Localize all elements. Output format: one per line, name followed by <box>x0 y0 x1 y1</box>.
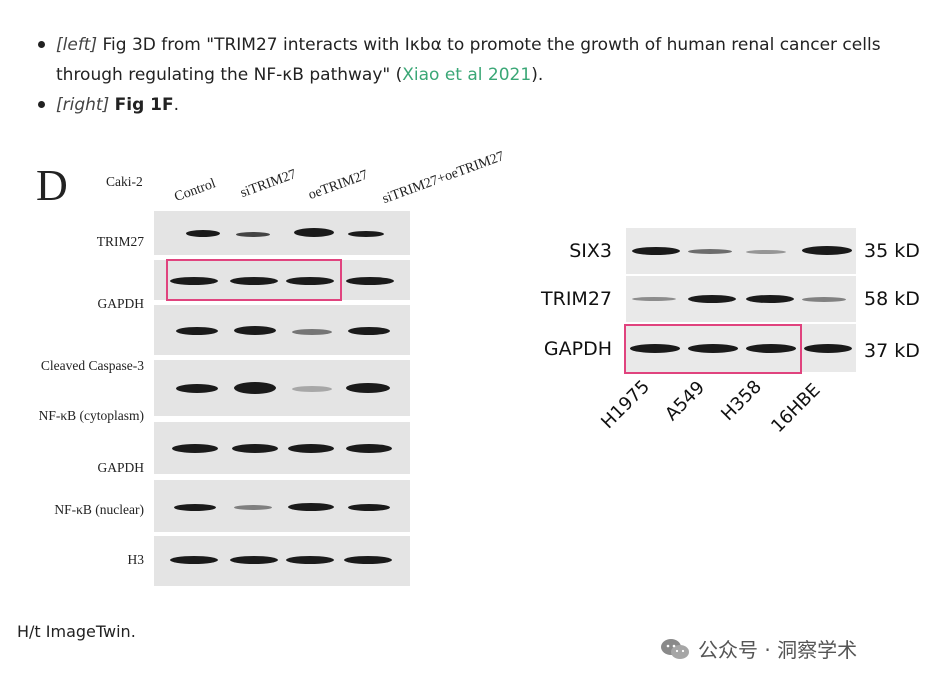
protein-band <box>234 326 276 335</box>
blot-panel <box>626 324 856 372</box>
protein-band <box>230 556 278 564</box>
row-label: TRIM27 <box>96 234 144 249</box>
duplicate-highlight-box <box>624 324 802 374</box>
protein-band <box>170 277 218 285</box>
size-label: 35 kD <box>864 240 920 262</box>
blot-panel <box>154 211 410 255</box>
protein-band <box>294 228 334 237</box>
protein-band <box>230 277 278 285</box>
protein-band <box>176 327 218 335</box>
right-western-blot-figure: SIX3 TRIM27 GAPDH 35 kD 58 kD 37 kD H197… <box>520 220 936 460</box>
column-label: oeTRIM27 <box>306 167 371 204</box>
protein-band <box>176 384 218 393</box>
column-label: H1975 <box>597 376 654 433</box>
protein-band <box>746 344 796 353</box>
blot-panel <box>154 480 410 532</box>
protein-band <box>632 297 676 301</box>
row-label: NF-κB (nuclear) <box>54 502 144 517</box>
protein-band <box>348 504 390 511</box>
column-label: H358 <box>717 376 766 425</box>
protein-band <box>804 344 852 353</box>
protein-band <box>688 295 736 303</box>
protein-band <box>632 247 680 255</box>
protein-band <box>292 329 332 335</box>
column-label: A549 <box>661 377 710 425</box>
protein-band <box>236 232 270 237</box>
protein-band <box>346 277 394 285</box>
protein-band <box>346 383 390 393</box>
watermark-text: 公众号 · 洞察学术 <box>698 638 858 662</box>
right-caption-end: . <box>173 95 179 115</box>
caption-list: [left] Fig 3D from "TRIM27 interacts wit… <box>36 30 916 120</box>
blot-panel <box>154 360 410 416</box>
left-caption-text: Fig 3D from "TRIM27 interacts with Iκbα … <box>56 35 881 85</box>
left-tag: [left] <box>56 35 98 55</box>
column-label: siTRIM27 <box>238 167 299 202</box>
protein-band <box>232 444 278 453</box>
blot-panel <box>154 422 410 474</box>
row-label: TRIM27 <box>541 288 612 310</box>
protein-band <box>688 344 738 353</box>
protein-band <box>292 386 332 392</box>
watermark: 公众号 · 洞察学术 <box>660 634 857 663</box>
protein-band <box>348 327 390 335</box>
row-label: Cleaved Caspase-3 <box>40 358 144 373</box>
blot-panel <box>154 305 410 355</box>
list-item: [right] Fig 1F. <box>36 90 916 120</box>
column-label: 16HBE <box>767 379 825 437</box>
citation-link[interactable]: Xiao et al 2021 <box>402 65 532 85</box>
row-label: H3 <box>127 552 145 567</box>
column-label: siTRIM27+oeTRIM27 <box>380 149 507 208</box>
cell-line-label: Caki-2 <box>106 174 143 189</box>
protein-band <box>746 295 794 303</box>
left-western-blot-figure: D Caki-2 Control siTRIM27 oeTRIM27 siTRI… <box>0 149 520 590</box>
duplicate-highlight-box <box>166 259 342 301</box>
protein-band <box>172 444 218 453</box>
protein-band <box>346 444 392 453</box>
protein-band <box>630 344 680 353</box>
right-tag: [right] <box>56 95 110 115</box>
size-label: 37 kD <box>864 340 920 362</box>
blot-panel <box>626 276 856 322</box>
protein-band <box>286 556 334 564</box>
row-label: GAPDH <box>97 296 144 311</box>
hat-tip-text: H/t ImageTwin. <box>17 622 136 641</box>
right-fig-ref: Fig 1F <box>114 95 174 115</box>
protein-band <box>170 556 218 564</box>
blot-panel <box>154 260 410 300</box>
protein-band <box>688 249 732 254</box>
left-caption-end: ). <box>531 65 544 85</box>
protein-band <box>344 556 392 564</box>
row-label: SIX3 <box>569 240 612 262</box>
bullet-dot <box>38 101 45 108</box>
size-label: 58 kD <box>864 288 920 310</box>
protein-band <box>802 246 852 255</box>
protein-band <box>348 231 384 237</box>
protein-band <box>234 505 272 510</box>
blot-panel <box>154 536 410 586</box>
list-item: [left] Fig 3D from "TRIM27 interacts wit… <box>36 30 916 90</box>
column-label: Control <box>172 176 218 206</box>
protein-band <box>288 444 334 453</box>
row-label: GAPDH <box>543 338 612 360</box>
row-label: GAPDH <box>97 460 144 475</box>
protein-band <box>234 382 276 394</box>
protein-band <box>746 250 786 254</box>
protein-band <box>174 504 216 511</box>
row-label: NF-κB (cytoplasm) <box>38 408 144 423</box>
panel-letter: D <box>36 161 68 210</box>
bullet-dot <box>38 41 45 48</box>
blot-panel <box>626 228 856 274</box>
protein-band <box>288 503 334 511</box>
protein-band <box>186 230 220 237</box>
protein-band <box>802 297 846 302</box>
protein-band <box>286 277 334 285</box>
wechat-icon <box>660 637 690 661</box>
